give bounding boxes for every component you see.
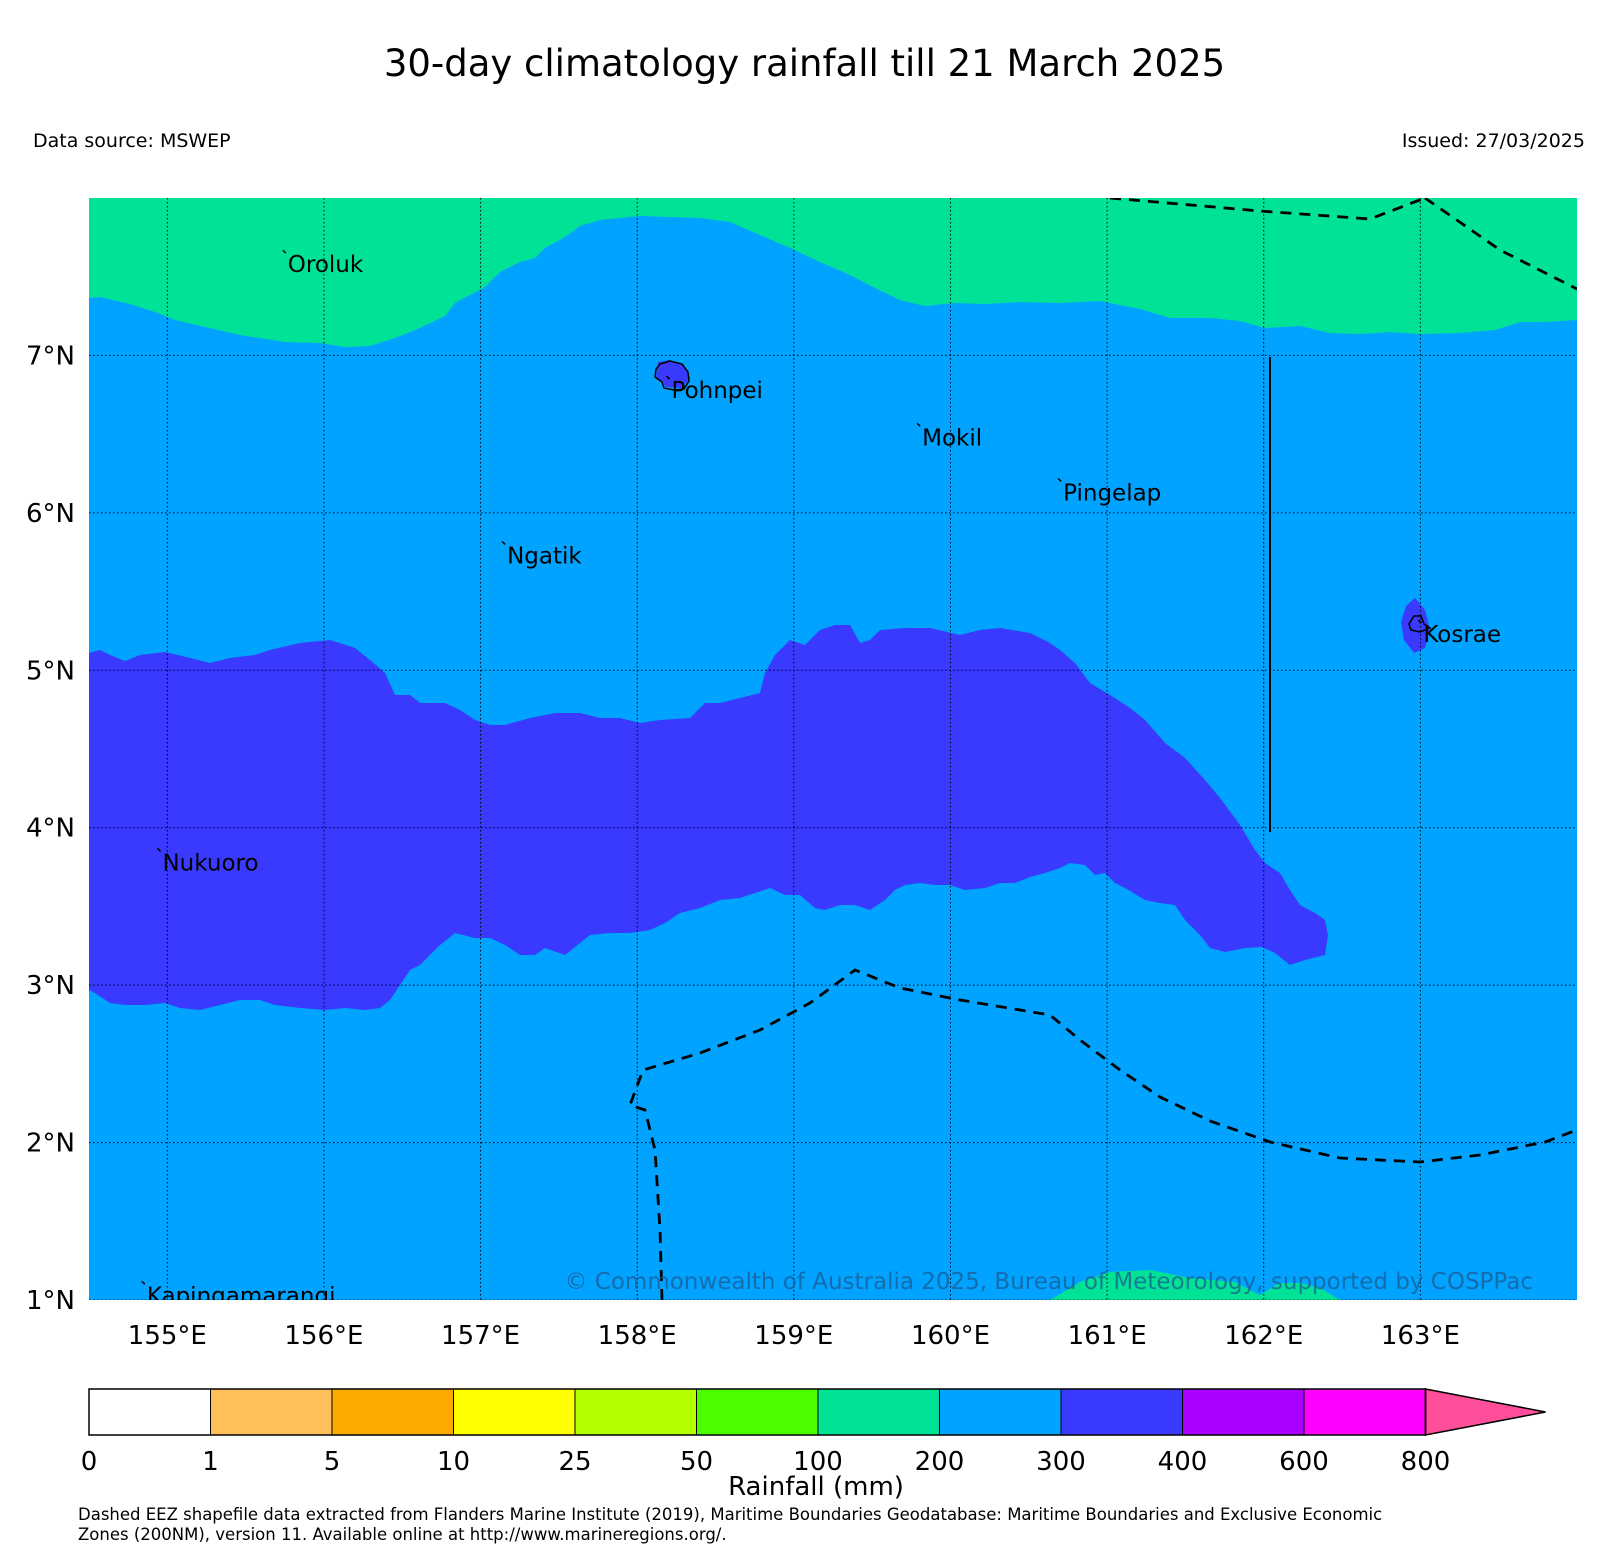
footnote: Dashed EEZ shapefile data extracted from…: [78, 1505, 1598, 1545]
island-marker: [156, 847, 162, 852]
rainfall-band-300-400: [89, 625, 1328, 1010]
y-tick-label: 5°N: [26, 656, 75, 686]
colorbar-segment: [331, 1388, 454, 1436]
issued-date-label: Issued: 27/03/2025: [1401, 130, 1585, 152]
x-tick-label: 162°E: [1224, 1321, 1303, 1351]
colorbar-segment: [817, 1388, 940, 1436]
colorbar: [88, 1388, 1546, 1436]
eez-boundaries: [628, 198, 1577, 1300]
y-tick-label: 4°N: [26, 814, 75, 844]
y-tick-label: 6°N: [26, 499, 75, 529]
colorbar-segment: [1060, 1388, 1183, 1436]
colorbar-segment: [939, 1388, 1062, 1436]
island-marker: [666, 375, 671, 380]
latitude-tick-labels: 7°N 6°N 5°N 4°N 3°N 2°N 1°N: [26, 341, 75, 1316]
colorbar-frame: [88, 1388, 1427, 1436]
colorbar-tick-labels: 0 1 5 10 25 50 100 200 300 400 600 800: [81, 1447, 1451, 1477]
colorbar-extend-arrow: [1424, 1388, 1546, 1436]
kosrae-outline: [1408, 615, 1432, 633]
place-label-kapingamarangi: Kapingamarangi: [147, 1283, 336, 1309]
colorbar-tick-label: 100: [793, 1447, 843, 1477]
place-label-oroluk: Oroluk: [288, 252, 364, 278]
y-tick-label: 3°N: [26, 971, 75, 1001]
island-marker: [916, 422, 921, 427]
place-label-kosrae: Kosrae: [1423, 622, 1501, 648]
x-tick-label: 163°E: [1381, 1321, 1460, 1351]
colorbar-tick-label: 25: [558, 1447, 591, 1477]
colorbar-tick-label: 600: [1279, 1447, 1329, 1477]
island-marker: [1417, 619, 1422, 624]
colorbar-segment: [574, 1388, 697, 1436]
place-label-nukuoro: Nukuoro: [162, 850, 258, 876]
place-label-pingelap: Pingelap: [1063, 480, 1161, 506]
colorbar-tick-label: 10: [437, 1447, 470, 1477]
x-tick-label: 156°E: [284, 1321, 363, 1351]
island-marker: [141, 1280, 146, 1285]
x-tick-label: 158°E: [598, 1321, 677, 1351]
island-marker: [501, 540, 506, 545]
footnote-line-2: Zones (200NM), version 11. Available onl…: [78, 1525, 727, 1544]
island-marker: [282, 249, 287, 254]
colorbar-segment: [696, 1388, 819, 1436]
x-tick-label: 160°E: [911, 1321, 990, 1351]
place-label-pohnpei: Pohnpei: [672, 378, 763, 404]
y-tick-label: 1°N: [26, 1286, 75, 1316]
colorbar-tick-label: 300: [1036, 1447, 1086, 1477]
rainfall-blob-pohnpei: [656, 360, 690, 388]
pohnpei-outline: [654, 360, 690, 391]
colorbar-tick-label: 400: [1158, 1447, 1208, 1477]
x-tick-label: 161°E: [1068, 1321, 1147, 1351]
map-plot-area: Oroluk Pohnpei Mokil Pingelap Ngatik Kosrae Nu…: [89, 198, 1577, 1309]
colorbar-tick-label: 200: [915, 1447, 965, 1477]
x-tick-label: 159°E: [754, 1321, 833, 1351]
x-tick-label: 155°E: [128, 1321, 207, 1351]
colorbar-tick-label: 0: [81, 1447, 98, 1477]
colorbar-tick-label: 5: [324, 1447, 341, 1477]
colorbar-segment: [1182, 1388, 1305, 1436]
eez-boundary-south: [628, 968, 1577, 1300]
graticule: [89, 198, 1577, 1300]
x-tick-label: 157°E: [441, 1321, 520, 1351]
place-labels: Oroluk Pohnpei Mokil Pingelap Ngatik Kosrae Nu…: [141, 249, 1501, 1309]
y-tick-label: 7°N: [26, 341, 75, 371]
footnote-line-1: Dashed EEZ shapefile data extracted from…: [78, 1505, 1383, 1524]
colorbar-segment: [1303, 1388, 1426, 1436]
y-tick-label: 2°N: [26, 1129, 75, 1159]
place-label-mokil: Mokil: [922, 425, 982, 451]
colorbar-tick-label: 1: [202, 1447, 219, 1477]
colorbar-segment: [210, 1388, 333, 1436]
place-label-ngatik: Ngatik: [507, 543, 582, 569]
colorbar-segment: [88, 1388, 211, 1436]
data-source-label: Data source: MSWEP: [33, 130, 231, 152]
colorbar-segment: [453, 1388, 576, 1436]
longitude-tick-labels: 155°E 156°E 157°E 158°E 159°E 160°E 161°E 162°E…: [128, 1321, 1460, 1351]
rainfall-map: Oroluk Pohnpei Mokil Pingelap Ngatik Kosrae Nu…: [26, 198, 1577, 1500]
colorbar-tick-label: 50: [680, 1447, 713, 1477]
copyright-watermark: © Commonwealth of Australia 2025, Bureau…: [564, 1269, 1533, 1295]
map-title: 30-day climatology rainfall till 21 Marc…: [383, 42, 1226, 85]
colorbar-label: Rainfall (mm): [728, 1472, 904, 1500]
island-marker: [1057, 477, 1062, 482]
eez-boundary-north: [1109, 198, 1426, 221]
rainfall-blob-kosrae: [1401, 598, 1430, 653]
colorbar-tick-label: 800: [1401, 1447, 1451, 1477]
